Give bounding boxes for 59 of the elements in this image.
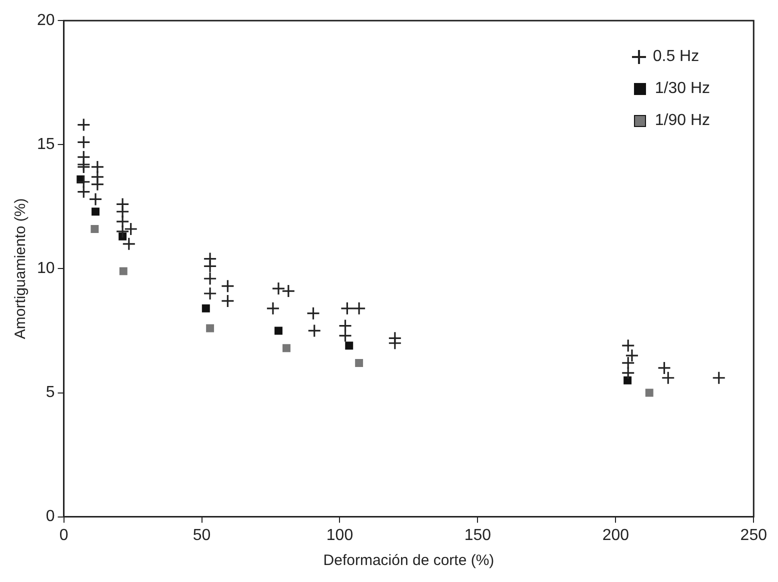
y-tick-label: 10 [37, 260, 55, 278]
point [76, 175, 90, 189]
point [266, 302, 280, 316]
point [306, 306, 320, 320]
x-tick-label: 50 [192, 526, 211, 544]
x-tick-label: 150 [464, 526, 492, 544]
point [76, 160, 90, 174]
point [282, 344, 290, 352]
point [122, 237, 136, 251]
point [352, 302, 366, 316]
point [90, 160, 104, 174]
point [657, 361, 672, 375]
point [203, 286, 217, 300]
point [116, 204, 130, 218]
y-tick-label: 0 [46, 508, 55, 526]
point [355, 358, 364, 367]
point [88, 192, 102, 206]
point [76, 184, 90, 199]
x-tick-label: 200 [602, 526, 630, 544]
point [272, 282, 286, 296]
legend-label: 0.5 Hz [652, 48, 700, 66]
point [345, 342, 354, 350]
legend-label: 1/90 Hz [654, 112, 710, 130]
y-tick-label: 5 [46, 384, 55, 402]
point [203, 259, 217, 274]
point [340, 302, 354, 316]
point [645, 388, 654, 397]
point [621, 338, 635, 352]
point [119, 267, 128, 276]
x-tick-label: 250 [740, 526, 768, 544]
y-tick-label: 20 [37, 12, 55, 30]
x-tick-label: 0 [59, 526, 68, 544]
y-tick-label: 15 [37, 136, 55, 154]
point [712, 371, 726, 385]
point [282, 284, 296, 298]
y-axis-title: Amortiguamiento (%) [12, 198, 30, 340]
point [661, 371, 675, 385]
point [90, 178, 104, 192]
point [76, 118, 90, 132]
point [388, 336, 402, 350]
point [338, 328, 352, 342]
point [308, 324, 322, 338]
point [621, 366, 635, 380]
point [206, 324, 214, 332]
point [203, 272, 217, 286]
point [274, 326, 282, 335]
x-tick-label: 100 [326, 526, 354, 544]
point [90, 225, 99, 233]
point [220, 294, 235, 308]
point [202, 304, 210, 312]
point [220, 279, 235, 293]
point [625, 348, 639, 362]
x-axis-title: Deformación de corte (%) [323, 552, 494, 570]
point [624, 376, 632, 384]
point [76, 135, 90, 149]
point [621, 356, 635, 370]
point [116, 224, 130, 238]
legend-label: 1/30 Hz [654, 80, 710, 98]
point [92, 208, 100, 216]
